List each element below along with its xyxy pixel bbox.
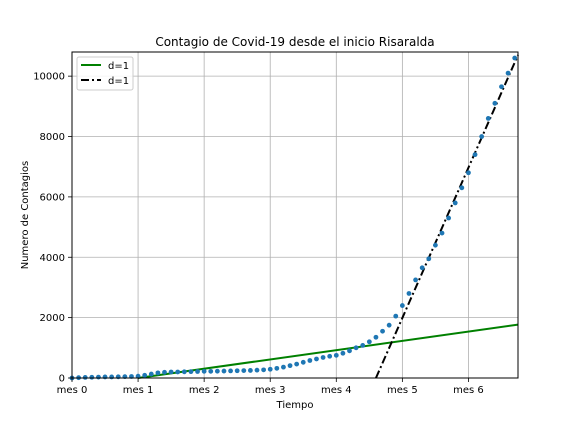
data-point: [148, 371, 154, 377]
y-tick-label: 10000: [33, 72, 65, 83]
data-point: [102, 374, 108, 380]
data-point: [466, 170, 471, 176]
data-point: [142, 372, 148, 378]
x-tick-label: mes 1: [123, 385, 154, 396]
data-point: [472, 152, 478, 158]
data-point: [446, 215, 452, 221]
x-tick-label: mes 4: [321, 385, 352, 396]
data-point: [426, 256, 432, 262]
data-point: [366, 339, 372, 345]
x-tick-label: mes 2: [189, 385, 220, 396]
data-point: [314, 356, 319, 362]
data-point: [109, 374, 115, 380]
data-point: [175, 369, 181, 375]
x-tick-label: mes 3: [255, 385, 286, 396]
data-point: [512, 55, 518, 61]
chart-title: Contagio de Covid-19 desde el inicio Ris…: [155, 35, 434, 49]
data-point: [294, 361, 300, 367]
legend: d=1 d=1: [76, 56, 134, 91]
data-point: [406, 291, 412, 296]
fit-line-green: [137, 323, 519, 379]
data-point: [241, 368, 247, 374]
data-point: [267, 366, 273, 372]
data-point: [135, 373, 141, 379]
data-point: [505, 70, 511, 76]
y-tick-label: 0: [59, 374, 65, 385]
data-point: [214, 368, 220, 374]
data-point: [234, 368, 240, 374]
data-point: [228, 368, 233, 374]
data-point: [485, 116, 491, 121]
data-point: [287, 363, 293, 369]
data-point: [82, 374, 88, 380]
data-point: [499, 84, 504, 90]
data-point: [96, 374, 101, 380]
data-point: [386, 322, 392, 328]
data-point: [452, 200, 458, 206]
data-point: [248, 368, 253, 373]
data-point: [155, 370, 161, 376]
data-point: [261, 367, 267, 373]
x-tick-label: mes 6: [453, 385, 484, 396]
data-point: [492, 100, 498, 106]
data-point: [373, 334, 379, 340]
data-point: [274, 365, 280, 371]
y-axis-label: Numero de Contagios: [20, 161, 31, 270]
ticks: mes 0 mes 1 mes 2 mes 3 mes 4 mes 5 mes 6 0 2000…: [33, 72, 484, 396]
data-point: [433, 242, 438, 248]
y-tick-label: 6000: [40, 192, 65, 203]
data-point: [340, 350, 346, 356]
legend-label-green-line: d=1: [108, 61, 129, 72]
data-point: [181, 369, 187, 375]
data-point: [393, 313, 399, 319]
data-point: [347, 348, 352, 354]
data-point: [300, 359, 306, 365]
series-layer: [69, 54, 519, 381]
data-point: [307, 358, 313, 363]
data-point: [327, 353, 333, 359]
data-point: [439, 230, 445, 236]
x-tick-label: mes 5: [387, 385, 418, 396]
data-point: [353, 345, 359, 351]
y-tick-label: 2000: [40, 313, 65, 324]
data-point: [188, 369, 194, 375]
data-point: [162, 369, 167, 375]
data-point: [168, 369, 174, 375]
x-tick-label: mes 0: [57, 385, 88, 396]
data-point: [380, 328, 385, 334]
data-point: [419, 265, 425, 271]
data-point: [89, 374, 95, 380]
y-tick-label: 8000: [40, 132, 65, 143]
data-point: [399, 303, 405, 308]
data-point: [413, 277, 418, 283]
data-point: [254, 367, 260, 373]
x-axis-label: Tiempo: [276, 400, 314, 411]
data-point: [459, 185, 465, 191]
plot-frame: [71, 51, 519, 379]
legend-label-dashdot-line: d=1: [108, 76, 129, 87]
data-point: [333, 352, 339, 358]
y-tick-label: 4000: [40, 253, 65, 264]
data-point: [221, 368, 227, 374]
data-point: [195, 369, 200, 374]
data-point: [208, 368, 214, 374]
data-point: [281, 364, 286, 370]
data-point: [360, 343, 366, 348]
data-point: [320, 355, 326, 360]
data-point: [201, 368, 207, 374]
data-point: [479, 134, 485, 139]
